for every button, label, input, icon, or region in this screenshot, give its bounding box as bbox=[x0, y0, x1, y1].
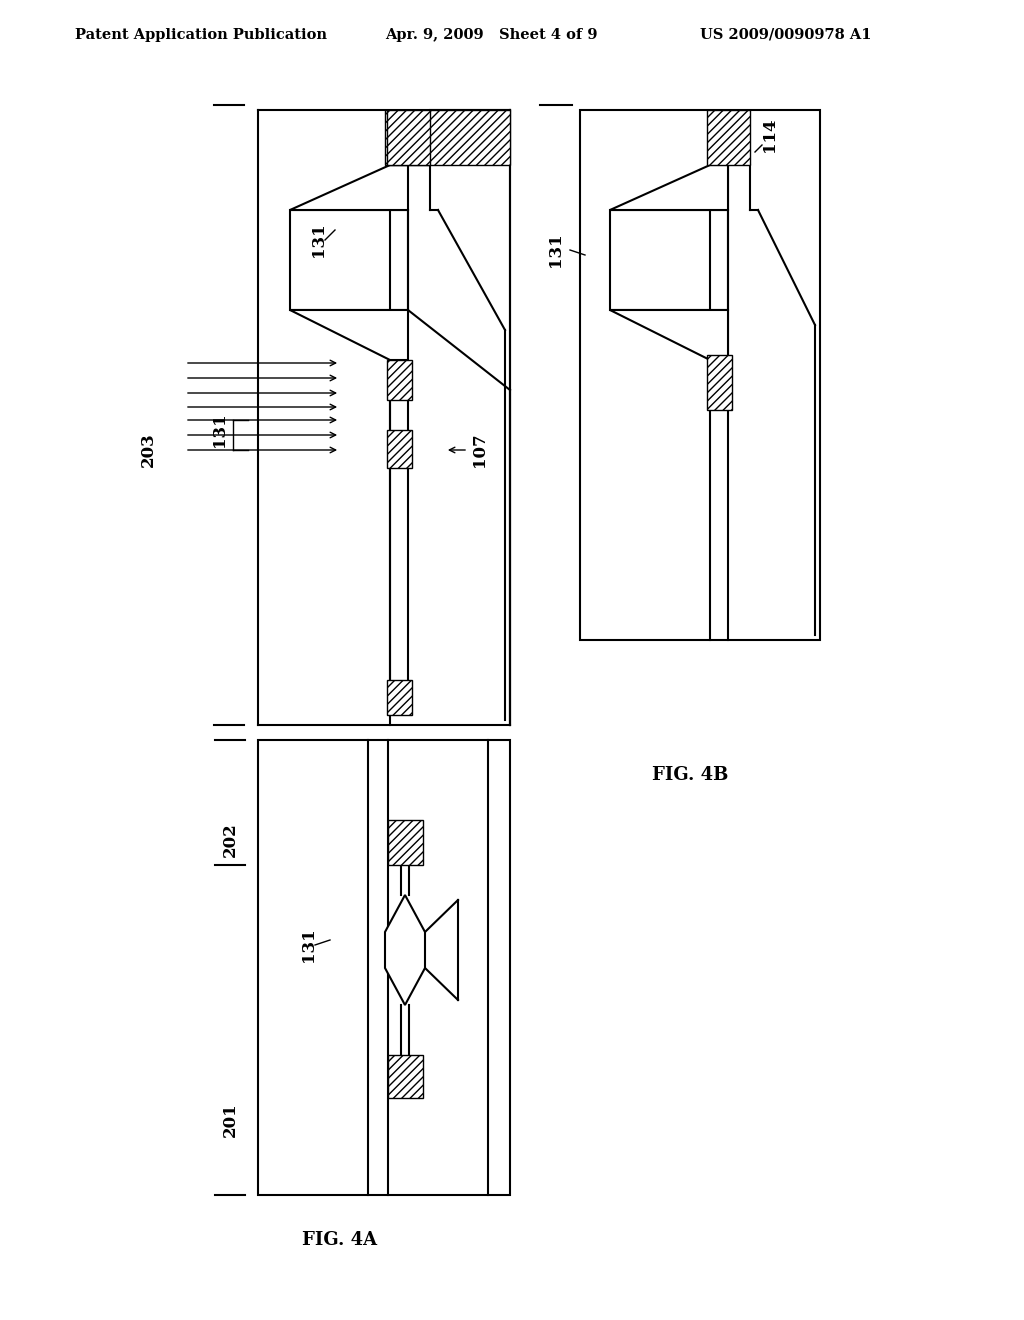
Text: 201: 201 bbox=[221, 1102, 239, 1138]
Bar bbox=[387, 680, 412, 715]
Polygon shape bbox=[610, 165, 728, 210]
Text: 131: 131 bbox=[300, 928, 317, 962]
Text: Apr. 9, 2009   Sheet 4 of 9: Apr. 9, 2009 Sheet 4 of 9 bbox=[385, 28, 597, 42]
Bar bbox=[387, 110, 430, 165]
Bar bbox=[387, 430, 412, 469]
Text: 202: 202 bbox=[221, 822, 239, 858]
Bar bbox=[387, 360, 412, 400]
Text: 203: 203 bbox=[139, 433, 157, 467]
Bar bbox=[290, 210, 408, 310]
Polygon shape bbox=[610, 310, 728, 360]
Polygon shape bbox=[290, 165, 408, 210]
Text: 131: 131 bbox=[547, 232, 563, 268]
Text: Patent Application Publication: Patent Application Publication bbox=[75, 28, 327, 42]
Text: 114: 114 bbox=[436, 117, 454, 152]
Polygon shape bbox=[385, 895, 425, 1005]
Bar bbox=[388, 1055, 423, 1098]
Bar bbox=[385, 110, 510, 165]
Text: 114: 114 bbox=[762, 117, 778, 152]
Polygon shape bbox=[290, 310, 408, 360]
Bar bbox=[707, 355, 732, 411]
Bar bbox=[388, 820, 423, 865]
Text: FIG. 4B: FIG. 4B bbox=[652, 766, 728, 784]
Text: FIG. 4A: FIG. 4A bbox=[302, 1232, 378, 1249]
Text: 131: 131 bbox=[212, 413, 228, 447]
Bar bbox=[707, 110, 750, 165]
Bar bbox=[610, 210, 728, 310]
Bar bbox=[580, 110, 820, 640]
Text: US 2009/0090978 A1: US 2009/0090978 A1 bbox=[700, 28, 871, 42]
Text: 107: 107 bbox=[471, 433, 488, 467]
Text: 131: 131 bbox=[310, 223, 327, 257]
Bar bbox=[258, 741, 510, 1195]
